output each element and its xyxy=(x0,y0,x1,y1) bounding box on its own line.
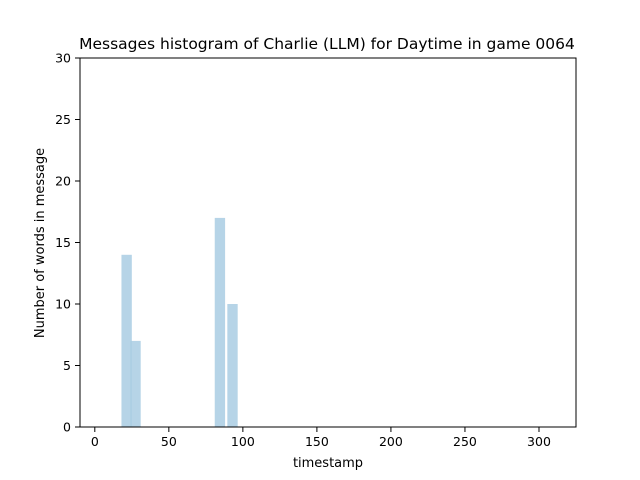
histogram-bar xyxy=(121,254,132,427)
histogram-bar xyxy=(130,340,141,427)
plot-frame xyxy=(79,57,577,428)
y-tick-label: 5 xyxy=(63,358,71,373)
x-tick-label: 50 xyxy=(161,434,177,449)
x-axis-label: timestamp xyxy=(293,456,363,471)
x-tick-label: 300 xyxy=(527,434,551,449)
y-axis: 0 5 10 15 20 25 30 xyxy=(55,51,80,435)
y-tick-label: 10 xyxy=(55,297,71,312)
y-axis-label: Number of words in message xyxy=(33,148,48,338)
y-tick-label: 30 xyxy=(55,51,71,66)
x-tick-label: 0 xyxy=(91,434,99,449)
histogram-bar xyxy=(214,217,226,427)
x-tick-label: 150 xyxy=(305,434,329,449)
bars-layer xyxy=(121,217,238,427)
y-tick-label: 0 xyxy=(63,420,71,435)
y-tick-label: 25 xyxy=(55,112,71,127)
histogram-bar xyxy=(227,304,238,427)
x-tick-label: 100 xyxy=(231,434,255,449)
x-tick-label: 200 xyxy=(379,434,403,449)
y-tick-label: 15 xyxy=(55,235,71,250)
x-axis: 0 50 100 150 200 250 300 xyxy=(91,427,551,449)
x-tick-label: 250 xyxy=(453,434,477,449)
y-tick-label: 20 xyxy=(55,174,71,189)
chart-title: Messages histogram of Charlie (LLM) for … xyxy=(79,35,575,53)
